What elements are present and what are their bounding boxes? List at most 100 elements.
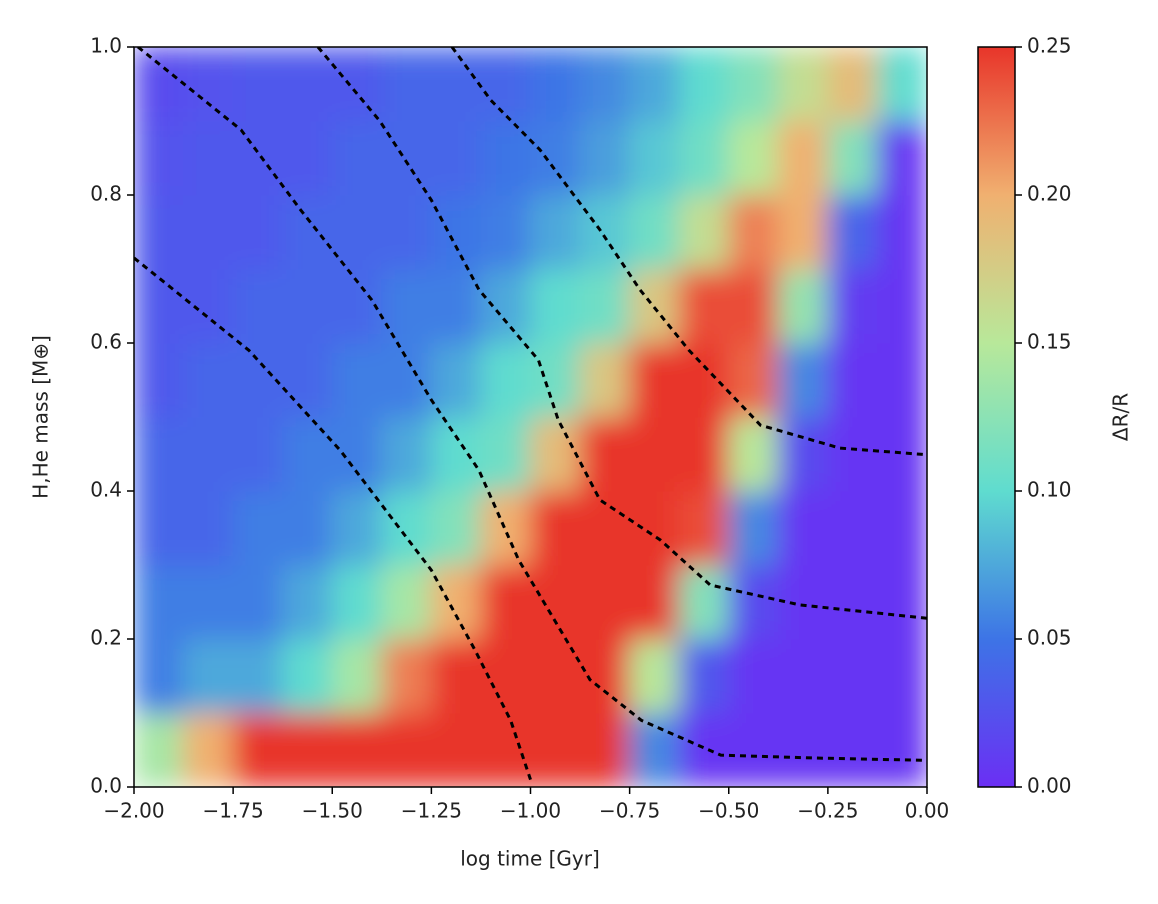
- heat-cell: [381, 638, 432, 714]
- heat-cell: [827, 416, 878, 492]
- heat-cell: [381, 416, 432, 492]
- heat-cell: [134, 194, 185, 270]
- heat-cell: [579, 120, 631, 196]
- heat-cell: [777, 268, 829, 344]
- heat-cell: [530, 712, 581, 787]
- heatmap-cells: [134, 47, 927, 787]
- heat-cell: [530, 342, 581, 418]
- heat-cell: [480, 342, 531, 418]
- heat-cell: [678, 712, 730, 787]
- heat-cell: [678, 194, 730, 270]
- heat-cell: [381, 268, 432, 344]
- heat-cell: [728, 638, 779, 714]
- heat-cell: [282, 416, 333, 492]
- x-tick-label: 0.00: [905, 799, 950, 823]
- heat-cell: [232, 638, 284, 714]
- heat-cell: [134, 342, 185, 418]
- heat-cell: [827, 564, 878, 640]
- heat-cell: [232, 47, 284, 122]
- heatmap: [134, 47, 927, 787]
- contour-line: [450, 47, 927, 457]
- heat-cell: [678, 47, 730, 122]
- heat-cell: [678, 342, 730, 418]
- heat-cell: [678, 120, 730, 196]
- heat-cell: [134, 564, 185, 640]
- heat-cell: [282, 268, 333, 344]
- x-tick-label: −1.50: [302, 799, 363, 823]
- x-tick-label: −0.50: [698, 799, 759, 823]
- heat-cell: [134, 120, 185, 196]
- heat-cell: [876, 120, 927, 196]
- heat-cell: [232, 490, 284, 566]
- heat-cell: [728, 564, 779, 640]
- heat-cell: [876, 564, 927, 640]
- heat-cell: [777, 638, 829, 714]
- heat-cell: [183, 342, 234, 418]
- heat-cell: [430, 490, 482, 566]
- x-tick-label: −2.00: [103, 799, 164, 823]
- heat-cell: [629, 268, 680, 344]
- heat-cell: [678, 490, 730, 566]
- heat-cell: [827, 120, 878, 196]
- heat-cell: [381, 47, 432, 122]
- heat-cell: [827, 194, 878, 270]
- heat-cell: [282, 194, 333, 270]
- y-tick-label: 0.4: [90, 478, 122, 502]
- heat-cell: [777, 120, 829, 196]
- colorbar-tick-label: 0.00: [1027, 774, 1072, 798]
- heat-cell: [331, 712, 383, 787]
- heat-cell: [430, 120, 482, 196]
- heat-cell: [331, 194, 383, 270]
- heat-cell: [530, 268, 581, 344]
- heat-cell: [728, 47, 779, 122]
- x-tick-label: −1.00: [500, 799, 561, 823]
- colorbar-label: ΔR/R: [1109, 393, 1133, 441]
- heat-cell: [134, 416, 185, 492]
- x-tick-label: −0.25: [797, 799, 858, 823]
- heat-cell: [579, 564, 631, 640]
- heat-cell: [728, 490, 779, 566]
- heat-cell: [183, 120, 234, 196]
- heat-cell: [876, 268, 927, 344]
- heat-cell: [381, 564, 432, 640]
- heat-cell: [530, 490, 581, 566]
- heat-cell: [331, 490, 383, 566]
- heat-cell: [876, 342, 927, 418]
- heat-cell: [827, 47, 878, 122]
- heat-cell: [629, 47, 680, 122]
- heat-cell: [827, 712, 878, 787]
- heat-cell: [480, 490, 531, 566]
- heat-cell: [827, 342, 878, 418]
- heat-cell: [381, 342, 432, 418]
- heat-cell: [579, 712, 631, 787]
- x-tick-label: −0.75: [599, 799, 660, 823]
- heat-cell: [331, 638, 383, 714]
- y-axis-label: H,He mass [M⊕]: [29, 335, 53, 499]
- heat-cell: [876, 638, 927, 714]
- heat-cell: [827, 490, 878, 566]
- heat-cell: [827, 268, 878, 344]
- heat-cell: [134, 490, 185, 566]
- heat-cell: [579, 47, 631, 122]
- heat-cell: [232, 416, 284, 492]
- heat-cell: [282, 638, 333, 714]
- heat-cell: [728, 712, 779, 787]
- heat-cell: [183, 416, 234, 492]
- colorbar-tick-label: 0.25: [1027, 34, 1072, 58]
- heat-cell: [430, 712, 482, 787]
- heat-cell: [480, 416, 531, 492]
- heat-cell: [430, 342, 482, 418]
- contour-line: [316, 47, 927, 620]
- heat-cell: [530, 120, 581, 196]
- heat-cell: [282, 47, 333, 122]
- heat-cell: [183, 712, 234, 787]
- colorbar-tick-label: 0.20: [1027, 182, 1072, 206]
- heat-cell: [629, 120, 680, 196]
- heat-cell: [232, 120, 284, 196]
- heat-cell: [183, 194, 234, 270]
- heat-cell: [629, 564, 680, 640]
- heat-cell: [480, 712, 531, 787]
- heat-cell: [480, 194, 531, 270]
- heat-cell: [282, 342, 333, 418]
- heat-cell: [678, 638, 730, 714]
